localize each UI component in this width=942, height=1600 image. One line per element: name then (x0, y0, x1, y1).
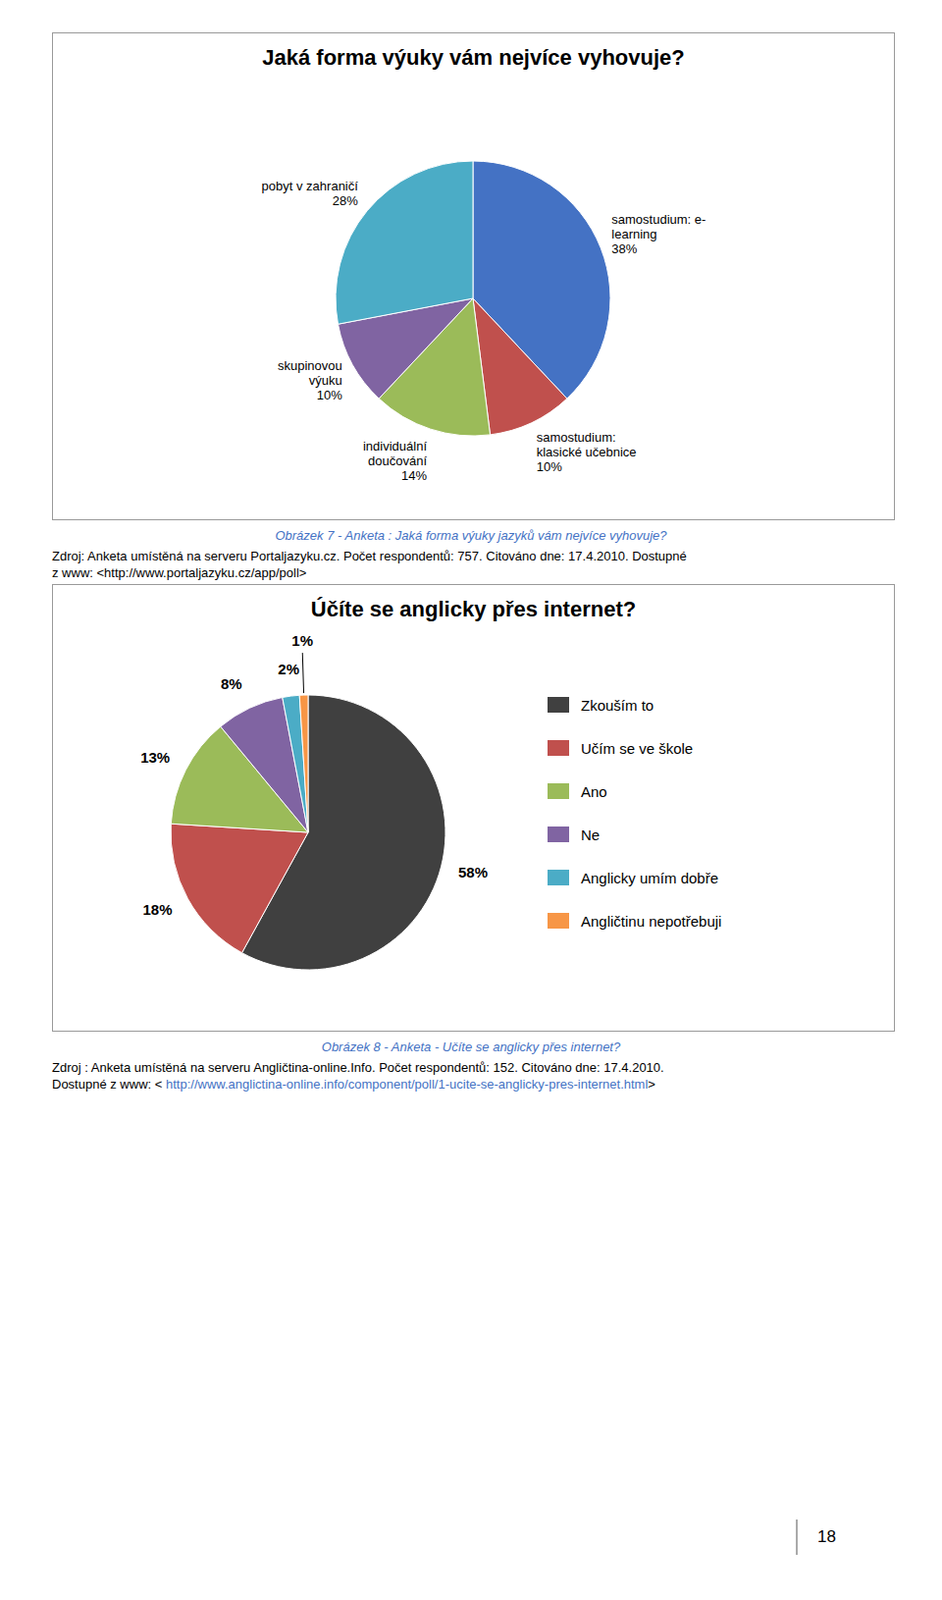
slice-label-line: 1% (291, 635, 314, 649)
caption-text: > (647, 1076, 656, 1092)
slice-label-line: doučování (367, 453, 427, 469)
slice-label: samostudium: e-learning38% (611, 211, 706, 257)
slice-label-line: 58% (458, 863, 488, 881)
slice-label: pobyt v zahraničí28% (261, 178, 360, 209)
legend-item: Učím se ve škole (547, 726, 877, 770)
leader-line (302, 652, 304, 693)
slice-labels: 58% 18% 13% 8% 2% 1% (140, 635, 488, 918)
pie-plot: 58% 18% 13% 8% 2% 1% (62, 635, 554, 1025)
legend-swatch (547, 826, 570, 842)
slice-label-line: 38% (611, 241, 637, 257)
legend-label: Učím se ve škole (580, 739, 693, 757)
legend-label: Anglicky umím dobře (580, 869, 719, 887)
pie-slice (170, 823, 309, 952)
slice-labels: samostudium: e-learning38% samostudium:kl… (261, 178, 707, 483)
pie-plot: samostudium: e-learning38% samostudium:kl… (52, 82, 894, 515)
caption-body: Zdroj : Anketa umístěná na serveru Angli… (52, 1058, 906, 1076)
legend-item: Ano (547, 769, 877, 813)
pie-slice (282, 694, 309, 833)
slice-label-line: pobyt v zahraničí (261, 178, 360, 194)
slice-label: 58% (458, 863, 488, 881)
slice-label: 1% (291, 635, 314, 649)
legend: Zkouším to Učím se ve škole Ano Ne Anglicky … (547, 682, 877, 942)
slice-label-line: 13% (140, 748, 170, 766)
legend-item: Ne (547, 812, 877, 856)
caption-source: Dostupné z www: < http://www.anglictina-… (52, 1075, 926, 1093)
legend-item: Zkouším to (547, 682, 877, 727)
page-separator (795, 1518, 798, 1555)
legend-label: Ano (580, 783, 608, 800)
slice-label: skupinovouvýuku10% (277, 358, 343, 403)
legend-item: Angličtinu nepotřebuji (547, 898, 877, 942)
chart-frame: Jaká forma výuky vám nejvíce vyhovuje? sa… (52, 32, 895, 521)
pie-slice (299, 694, 309, 833)
chart-title: Účíte se anglicky přes internet? (52, 596, 894, 623)
page-number: 18 (817, 1525, 837, 1548)
caption-title: Obrázek 7 - Anketa : Jaká forma výuky ja… (0, 527, 942, 543)
legend-swatch (547, 869, 570, 886)
slice-label: 2% (277, 660, 300, 678)
slice-label-line: skupinovou (277, 358, 343, 373)
legend-swatch (547, 912, 570, 929)
legend-label: Ne (580, 826, 600, 843)
legend-swatch (547, 783, 570, 799)
slice-label-line: individuální (363, 438, 427, 454)
slice-label: 18% (143, 900, 173, 918)
caption-body: Zdroj: Anketa umístěná na serveru Portal… (52, 547, 906, 581)
slice-label-line: 10% (316, 387, 343, 403)
slice-label-line: 2% (277, 660, 300, 678)
page: Jaká forma výuky vám nejvíce vyhovuje? sa… (0, 0, 942, 1600)
slice-label-line: výuku (309, 372, 343, 388)
slice-label-line: samostudium: (536, 429, 617, 445)
slice-label-line: klasické učebnice (536, 444, 637, 460)
legend-label: Zkouším to (580, 696, 654, 714)
slice-label: 13% (140, 748, 170, 766)
slice-label: individuálnídoučování14% (363, 438, 427, 483)
legend-swatch (547, 696, 570, 713)
slice-label-line: 10% (536, 459, 563, 474)
chart-title: Jaká forma výuky vám nejvíce vyhovuje? (52, 45, 894, 71)
slices (170, 694, 446, 970)
slice-label-line: 14% (401, 468, 427, 483)
legend-label: Angličtinu nepotřebuji (580, 912, 722, 930)
slice-label-line: learning (611, 226, 657, 242)
legend-item: Anglicky umím dobře (547, 855, 877, 899)
caption-link: http://www.anglictina-online.info/compon… (165, 1076, 648, 1092)
slice-label-line: 28% (332, 193, 359, 209)
chart-frame: Účíte se anglicky přes internet? 58% 18% 13… (52, 583, 895, 1032)
slice-label: samostudium:klasické učebnice10% (536, 429, 637, 474)
slice-label-line: 18% (143, 900, 173, 918)
slice-label-line: 8% (220, 675, 243, 692)
legend-swatch (547, 739, 570, 756)
slice-label-line: samostudium: e- (611, 211, 706, 227)
caption-text: Dostupné z www: < (52, 1076, 166, 1092)
caption-title: Obrázek 8 - Anketa - Učíte se anglicky p… (0, 1039, 942, 1054)
slice-label: 8% (220, 675, 243, 692)
slices (335, 160, 611, 436)
